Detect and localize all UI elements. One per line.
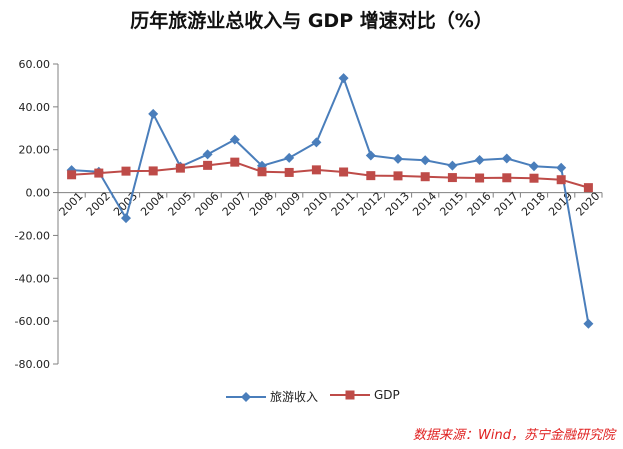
legend-label-gdp: GDP <box>374 388 400 402</box>
x-tick-label: 2015 <box>437 190 466 219</box>
y-tick-label: -40.00 <box>15 272 50 285</box>
gdp-data-point <box>366 171 376 181</box>
tourism-data-point <box>501 153 512 164</box>
x-tick-label: 2017 <box>492 190 521 219</box>
y-tick-label: 60.00 <box>19 58 51 71</box>
tourism-data-point <box>121 213 131 224</box>
tourism-data-point <box>284 152 295 163</box>
x-tick-label: 2004 <box>138 190 167 219</box>
gdp-data-point <box>257 167 267 177</box>
gdp-data-point <box>311 165 321 175</box>
tourism-data-point <box>529 161 539 172</box>
x-tick-label: 2013 <box>383 190 412 219</box>
tourism-data-point <box>420 155 431 166</box>
gdp-data-point <box>556 175 566 185</box>
tourism-data-point <box>447 160 458 171</box>
gdp-data-point <box>67 170 77 180</box>
tourism-data-point <box>556 162 567 173</box>
gdp-data-point <box>475 173 485 183</box>
legend-item-tourism: 旅游收入 <box>226 388 318 405</box>
gdp-data-point <box>339 167 349 177</box>
x-tick-label: 2006 <box>193 190 222 219</box>
gdp-data-point <box>447 173 457 183</box>
legend-label-tourism: 旅游收入 <box>270 390 319 404</box>
gdp-data-point <box>502 173 512 183</box>
gdp-data-point <box>393 171 403 181</box>
legend-item-gdp: GDP <box>330 388 400 402</box>
x-tick-label: 2011 <box>329 190 358 219</box>
x-tick-label: 2008 <box>247 190 276 219</box>
tourism-data-point <box>393 153 403 164</box>
tourism-data-point <box>148 108 159 119</box>
x-tick-label: 2001 <box>57 190 86 219</box>
tourism-data-point <box>365 150 376 161</box>
gdp-data-point <box>94 168 104 178</box>
gdp-data-point <box>420 172 430 182</box>
x-tick-label: 2012 <box>356 190 385 219</box>
gdp-data-point <box>148 166 158 176</box>
x-tick-label: 2009 <box>274 190 303 219</box>
gdp-data-point <box>203 160 213 170</box>
y-tick-label: -20.00 <box>15 229 50 242</box>
tourism-data-point <box>583 318 594 329</box>
gdp-data-point <box>529 173 539 183</box>
tourism-data-point <box>474 155 485 165</box>
y-tick-label: 20.00 <box>19 144 51 157</box>
gdp-data-point <box>175 163 185 173</box>
gdp-series-line <box>71 161 589 189</box>
x-tick-label: 2010 <box>301 190 330 219</box>
x-tick-label: 2014 <box>410 190 439 219</box>
x-tick-label: 2007 <box>220 190 249 219</box>
tourism-data-point <box>338 73 349 84</box>
gdp-data-point <box>583 183 593 193</box>
y-tick-label: -60.00 <box>15 315 50 328</box>
gdp-data-point <box>121 166 131 176</box>
tourism-data-point <box>311 137 322 148</box>
tourism-data-point <box>202 149 213 160</box>
y-tick-label: -80.00 <box>15 358 50 371</box>
x-tick-label: 2018 <box>519 190 548 219</box>
y-tick-label: 40.00 <box>19 101 51 114</box>
legend-marker-square-icon <box>330 390 370 400</box>
gdp-data-point <box>284 167 294 177</box>
gdp-data-point <box>230 157 240 167</box>
x-tick-label: 2019 <box>546 190 575 219</box>
x-tick-label: 2002 <box>84 190 113 219</box>
chart-title: 历年旅游业总收入与 GDP 增速对比（%） <box>130 10 493 32</box>
legend: 旅游收入 GDP <box>0 388 623 408</box>
x-tick-label: 2005 <box>165 190 194 219</box>
legend-marker-diamond-icon <box>226 391 266 402</box>
tourism-data-point <box>229 134 240 145</box>
x-tick-label: 2016 <box>465 190 494 219</box>
source-note: 数据来源：Wind，苏宁金融研究院 <box>413 428 615 443</box>
y-tick-label: 0.00 <box>26 187 51 200</box>
x-tick-label: 2020 <box>573 190 602 219</box>
